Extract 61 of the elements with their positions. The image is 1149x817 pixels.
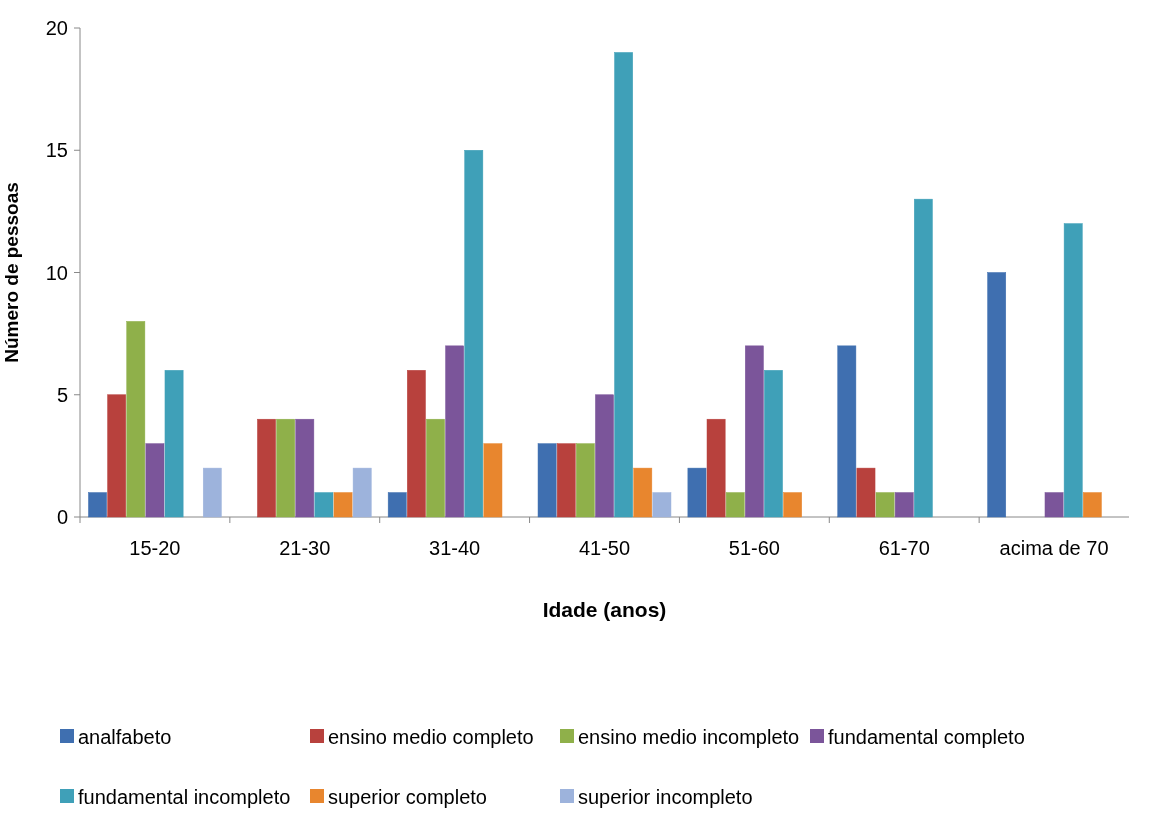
- bar: [483, 443, 503, 518]
- bar: [614, 52, 633, 518]
- bar: [464, 150, 484, 518]
- bar: [556, 443, 576, 518]
- bar: [576, 443, 595, 518]
- bar: [764, 370, 783, 518]
- bar: [1083, 492, 1102, 518]
- bar: [333, 492, 353, 518]
- bar: [875, 492, 895, 518]
- bar: [352, 467, 372, 518]
- bar: [257, 418, 276, 518]
- x-tick-label: 61-70: [878, 537, 930, 559]
- legend-label: ensino medio incompleto: [578, 726, 800, 748]
- legend-label: ensino medio completo: [328, 726, 534, 748]
- x-tick-label: 41-50: [578, 537, 631, 559]
- legend-label: fundamental completo: [828, 726, 1025, 748]
- bar: [914, 198, 933, 518]
- bar: [837, 345, 857, 518]
- bar: [445, 345, 464, 518]
- bar: [894, 492, 914, 518]
- bar: [856, 467, 876, 518]
- bar: [407, 370, 426, 518]
- bar: [1063, 223, 1083, 518]
- bar: [295, 418, 315, 518]
- bar: [706, 418, 726, 518]
- x-tick-label: 51-60: [728, 537, 780, 559]
- y-tick-label: 5: [56, 383, 68, 406]
- bar: [1044, 492, 1064, 518]
- bar: [987, 272, 1007, 518]
- bar: [145, 443, 165, 518]
- bar: [107, 394, 126, 518]
- bar: [687, 467, 707, 518]
- x-tick-label: 21-30: [279, 537, 331, 559]
- y-tick-label: 10: [45, 261, 68, 284]
- y-axis-title: Número de pessoas: [1, 182, 22, 363]
- legend-label: fundamental incompleto: [78, 786, 291, 808]
- y-tick-label: 20: [45, 17, 68, 39]
- bar: [725, 492, 745, 518]
- legend-label: analfabeto: [78, 726, 172, 748]
- bar: [276, 418, 295, 518]
- bar: [633, 467, 653, 518]
- x-tick-label: 31-40: [429, 537, 481, 559]
- y-tick-label: 0: [56, 506, 68, 528]
- bar: [652, 492, 672, 518]
- bar: [783, 492, 802, 518]
- bar: [164, 370, 184, 518]
- bar: [202, 467, 222, 518]
- bar: [537, 443, 557, 518]
- bar: [126, 321, 146, 518]
- bar: [88, 492, 107, 518]
- y-tick-label: 15: [45, 139, 68, 162]
- legend-label: superior incompleto: [578, 786, 753, 808]
- bar: [595, 394, 614, 518]
- bar: [387, 492, 407, 518]
- legend-label: superior completo: [328, 786, 487, 808]
- bar: [426, 418, 445, 518]
- x-tick-label: acima de 70: [999, 537, 1109, 559]
- bar: [745, 345, 764, 518]
- bar: [314, 492, 334, 518]
- x-tick-label: 15-20: [129, 537, 181, 559]
- x-axis-title: Idade (anos): [542, 598, 667, 621]
